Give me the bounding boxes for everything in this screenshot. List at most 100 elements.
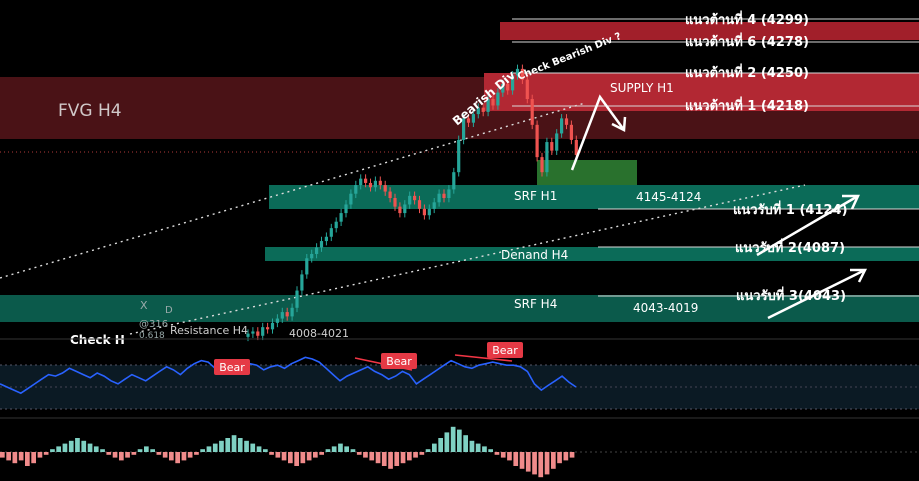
misc-x: X <box>140 299 148 312</box>
level-r1-label: แนวต้านที่ 1 (4218) <box>685 96 809 114</box>
macd-bar <box>175 452 180 464</box>
macd-bar <box>281 452 287 461</box>
macd-bar <box>475 443 481 452</box>
candle-body <box>383 185 387 192</box>
candle-body <box>486 99 490 112</box>
macd-bar <box>407 452 412 461</box>
macd-bar <box>31 452 36 464</box>
bear-badge: Bear <box>214 359 250 375</box>
bear-badge: Bear <box>487 342 523 358</box>
macd-bar <box>363 452 368 458</box>
level-r4-label: แนวต้านที่ 4 (4299) <box>685 10 809 28</box>
macd-bar <box>294 452 299 466</box>
srf-h4-range: 4043-4019 <box>633 301 698 315</box>
macd-bar <box>156 452 162 455</box>
misc-d: D <box>165 305 173 316</box>
candle-body <box>329 228 333 237</box>
candle-body <box>545 142 549 173</box>
candle-body <box>393 198 397 207</box>
candle-body <box>334 221 338 229</box>
macd-bar <box>381 452 387 466</box>
candle-body <box>462 118 466 140</box>
candle-body <box>481 107 485 112</box>
macd-bar <box>256 446 262 452</box>
misc-316: @316 <box>139 319 168 330</box>
candle-body <box>574 139 578 155</box>
candle-body <box>525 79 529 100</box>
macd-bar <box>551 452 556 469</box>
macd-bar <box>237 438 243 452</box>
resistance-h4-range: 4008-4021 <box>289 327 349 340</box>
macd-bar <box>507 452 512 461</box>
macd-bar <box>6 452 11 461</box>
macd-bar <box>300 452 306 464</box>
macd-bar <box>200 449 205 452</box>
macd-bar <box>369 452 375 461</box>
macd-bar <box>206 446 212 452</box>
candle-body <box>515 68 520 76</box>
macd-bar <box>150 449 155 452</box>
candle-body <box>491 99 495 106</box>
macd-bar <box>50 449 55 452</box>
candle-body <box>364 178 368 183</box>
macd-bar <box>331 446 337 452</box>
candle-body <box>378 180 382 186</box>
candle-body <box>555 133 559 151</box>
srf-h1-range: 4145-4124 <box>636 190 701 204</box>
candle-body <box>310 253 314 259</box>
macd-bar <box>0 452 5 458</box>
macd-bar <box>212 443 218 452</box>
rsi-line <box>0 356 577 395</box>
macd-bar <box>444 432 450 452</box>
candle-body <box>285 312 289 317</box>
candle-body <box>476 107 480 115</box>
candle-body <box>506 83 510 91</box>
candle-body <box>266 327 270 330</box>
srf-h4-zone <box>0 295 919 322</box>
macd-bar <box>438 438 443 452</box>
macd-bar <box>432 443 437 452</box>
macd-bar <box>106 452 112 455</box>
candle-body <box>256 331 260 336</box>
macd-bar <box>525 452 531 472</box>
macd-bar <box>244 440 249 452</box>
macd-bar <box>538 452 544 478</box>
candle-body <box>530 99 534 125</box>
macd-bar <box>112 452 118 458</box>
macd-bar <box>350 449 356 452</box>
candle-body <box>422 208 426 216</box>
candle-body <box>251 331 255 334</box>
bear-badge-text: Bear <box>386 355 412 368</box>
candle-body <box>373 180 377 188</box>
candle-body <box>270 322 275 330</box>
macd-bar <box>25 452 30 466</box>
candle-body <box>349 193 353 205</box>
level-s2-label: แนวรับที่ 2(4087) <box>735 238 845 256</box>
candle-body <box>466 118 471 123</box>
macd-bar <box>325 449 331 452</box>
macd-bar <box>544 452 550 475</box>
macd-bar <box>18 452 24 461</box>
macd-bar <box>450 426 456 452</box>
candle-body <box>452 172 456 190</box>
macd-bar <box>137 449 143 452</box>
macd-bar <box>162 452 168 458</box>
fvg-h4-label: FVG H4 <box>58 101 122 121</box>
srf-h1-label: SRF H1 <box>514 189 557 203</box>
macd-bar <box>375 452 381 464</box>
candle-body <box>359 178 363 186</box>
macd-bar <box>306 452 312 461</box>
macd-bar <box>394 452 400 466</box>
candlestick-series <box>246 64 578 342</box>
macd-bar <box>131 452 137 455</box>
candle-body <box>564 118 569 125</box>
candle-body <box>501 83 505 93</box>
demand-h4-label: Denand H4 <box>501 248 568 262</box>
candle-body <box>427 208 431 216</box>
macd-bar <box>81 440 87 452</box>
candle-body <box>550 142 554 151</box>
resistance-h4-label: Resistance H4 <box>170 324 248 337</box>
candle-body <box>280 312 284 319</box>
macd-bar <box>557 452 562 464</box>
